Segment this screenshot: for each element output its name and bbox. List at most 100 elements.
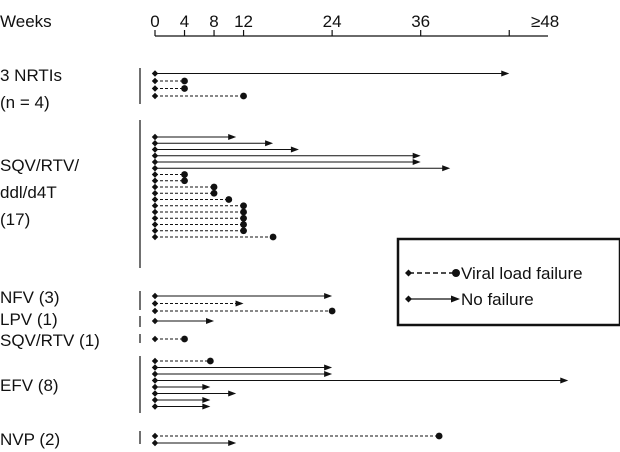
failure-endpoint-dot [225, 196, 233, 203]
failure-endpoint-dot [240, 227, 247, 235]
patient-row [151, 357, 214, 365]
arrowhead [202, 397, 211, 403]
patient-row [151, 227, 247, 235]
legend-endpoint-dot [452, 269, 460, 277]
group-label-3nrtis-line2: (n = 4) [0, 93, 50, 112]
patient-row [151, 292, 333, 300]
patient-row [151, 171, 188, 178]
patient-row [151, 383, 211, 391]
failure-endpoint-dot [269, 233, 277, 241]
patient-row [151, 364, 333, 371]
patient-row [151, 403, 211, 410]
x-axis-ticks: 0 4 8 12 24 36 [150, 12, 510, 36]
legend-start-diamond-2 [405, 295, 412, 303]
tick-label-end: ≥48 [531, 12, 559, 31]
patient-row [151, 335, 188, 343]
patient-row [151, 70, 510, 77]
patient-row [151, 92, 247, 100]
arrowhead [290, 146, 299, 153]
patient-row [151, 307, 336, 315]
arrowhead [560, 377, 569, 384]
patient-row [151, 146, 299, 153]
patient-row [151, 439, 237, 447]
group-label-3nrtis-line1: 3 NRTIs [0, 66, 62, 85]
arrowhead [235, 300, 244, 307]
legend-label-no-failure: No failure [461, 290, 534, 309]
group-label-nvp: NVP (2) [0, 430, 60, 449]
patient-row [151, 183, 218, 191]
group-label-efv: EFV (8) [0, 376, 59, 395]
x-tick-label: 24 [323, 12, 342, 31]
legend-box [396, 237, 620, 327]
x-tick-label: 36 [411, 12, 430, 31]
failure-endpoint-dot [210, 183, 218, 191]
patient-row [151, 202, 247, 210]
arrowhead [202, 384, 211, 390]
group-label-sqv-line2: ddl/d4T [0, 183, 57, 202]
patient-row [151, 233, 277, 241]
patient-row [151, 189, 218, 197]
group-label-sqv-line1: SQV/RTV/ [0, 156, 79, 175]
patient-row [151, 221, 247, 228]
arrowhead [228, 390, 237, 397]
failure-endpoint-dot [240, 208, 247, 216]
arrowhead [206, 318, 215, 324]
failure-endpoint-dot [181, 335, 188, 343]
patient-row [151, 77, 188, 85]
patient-lines [151, 70, 569, 447]
arrowhead [265, 140, 274, 147]
failure-endpoint-dot [206, 357, 214, 365]
patient-row [151, 396, 211, 404]
patient-row [151, 177, 188, 185]
arrowhead [202, 403, 211, 410]
failure-endpoint-dot [181, 171, 188, 178]
arrowhead [324, 293, 333, 299]
failure-endpoint-dot [181, 77, 188, 85]
failure-endpoint-dot [240, 221, 247, 228]
x-tick-label: 12 [234, 12, 253, 31]
axis-title: Weeks [0, 12, 52, 31]
patient-row [151, 370, 333, 378]
failure-endpoint-dot [210, 189, 218, 197]
legend-arrowhead [451, 295, 460, 303]
arrowhead [324, 371, 333, 377]
legend-item-viral-load-failure: Viral load failure [405, 264, 583, 283]
patient-row [151, 133, 237, 141]
failure-endpoint-dot [181, 85, 188, 92]
x-tick-label: 4 [180, 12, 189, 31]
arrowhead [501, 70, 510, 77]
arrowhead [228, 134, 237, 140]
group-label-nfv: NFV (3) [0, 288, 60, 307]
legend-item-no-failure: No failure [405, 290, 534, 309]
patient-row [151, 300, 244, 307]
patient-row [151, 85, 188, 92]
patient-row [151, 432, 443, 440]
arrowhead [442, 165, 451, 172]
failure-endpoint-dot [328, 307, 336, 315]
failure-endpoint-dot [240, 92, 247, 100]
failure-endpoint-dot [240, 214, 247, 222]
patient-row [151, 390, 237, 397]
arrowhead [324, 364, 333, 371]
arrowhead [412, 159, 421, 165]
patient-row [151, 208, 247, 216]
failure-endpoint-dot [435, 432, 443, 440]
patient-row [151, 152, 421, 159]
legend-start-diamond-1 [405, 269, 412, 277]
group-label-sqv-line3: (17) [0, 210, 30, 229]
arrowhead [228, 440, 237, 446]
group-label-sqvrtv: SQV/RTV (1) [0, 331, 100, 350]
patient-row [151, 317, 215, 325]
patient-row [151, 214, 247, 222]
patient-row [151, 165, 451, 172]
arrowhead [412, 152, 421, 159]
failure-endpoint-dot [181, 177, 188, 185]
patient-row [151, 158, 421, 166]
legend-label-viral-load-failure: Viral load failure [461, 264, 583, 283]
patient-row [151, 377, 569, 384]
failure-endpoint-dot [240, 202, 247, 210]
x-tick-label: 0 [150, 12, 159, 31]
x-tick-label: 8 [209, 12, 218, 31]
patient-row [151, 140, 274, 147]
